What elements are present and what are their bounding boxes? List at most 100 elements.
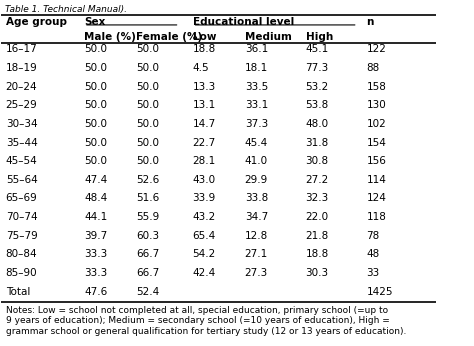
Text: 50.0: 50.0 [84,45,107,55]
Text: 45–54: 45–54 [6,156,37,166]
Text: 1425: 1425 [366,286,393,297]
Text: 37.3: 37.3 [245,119,268,129]
Text: 50.0: 50.0 [84,100,107,110]
Text: 50.0: 50.0 [136,100,159,110]
Text: 65–69: 65–69 [6,193,37,203]
Text: 28.1: 28.1 [192,156,216,166]
Text: 50.0: 50.0 [84,156,107,166]
Text: 66.7: 66.7 [136,268,159,278]
Text: 30.3: 30.3 [306,268,328,278]
Text: 50.0: 50.0 [136,119,159,129]
Text: Medium: Medium [245,32,292,42]
Text: 33.9: 33.9 [192,193,216,203]
Text: 41.0: 41.0 [245,156,268,166]
Text: 50.0: 50.0 [136,156,159,166]
Text: 31.8: 31.8 [306,138,329,148]
Text: 50.0: 50.0 [136,63,159,73]
Text: Female (%): Female (%) [136,32,202,42]
Text: 30–34: 30–34 [6,119,37,129]
Text: 66.7: 66.7 [136,249,159,259]
Text: 78: 78 [366,231,380,241]
Text: 65.4: 65.4 [192,231,216,241]
Text: n: n [366,17,374,27]
Text: 77.3: 77.3 [306,63,329,73]
Text: 118: 118 [366,212,386,222]
Text: 12.8: 12.8 [245,231,268,241]
Text: 33: 33 [366,268,380,278]
Text: 33.5: 33.5 [245,82,268,92]
Text: 85–90: 85–90 [6,268,37,278]
Text: 25–29: 25–29 [6,100,37,110]
Text: 50.0: 50.0 [84,138,107,148]
Text: 44.1: 44.1 [84,212,107,222]
Text: 21.8: 21.8 [306,231,329,241]
Text: 42.4: 42.4 [192,268,216,278]
Text: Notes: Low = school not completed at all, special education, primary school (=up: Notes: Low = school not completed at all… [6,306,406,336]
Text: 70–74: 70–74 [6,212,37,222]
Text: 50.0: 50.0 [84,82,107,92]
Text: 32.3: 32.3 [306,193,329,203]
Text: 18.1: 18.1 [245,63,268,73]
Text: 45.4: 45.4 [245,138,268,148]
Text: 48: 48 [366,249,380,259]
Text: 13.3: 13.3 [192,82,216,92]
Text: Table 1. Technical Manual).: Table 1. Technical Manual). [5,5,127,14]
Text: 158: 158 [366,82,386,92]
Text: 50.0: 50.0 [84,63,107,73]
Text: 43.0: 43.0 [192,175,216,185]
Text: Sex: Sex [84,17,105,27]
Text: 124: 124 [366,193,386,203]
Text: 27.1: 27.1 [245,249,268,259]
Text: 14.7: 14.7 [192,119,216,129]
Text: 48.4: 48.4 [84,193,107,203]
Text: 122: 122 [366,45,386,55]
Text: 50.0: 50.0 [136,45,159,55]
Text: 80–84: 80–84 [6,249,37,259]
Text: 18.8: 18.8 [192,45,216,55]
Text: 114: 114 [366,175,386,185]
Text: Total: Total [6,286,30,297]
Text: 88: 88 [366,63,380,73]
Text: 51.6: 51.6 [136,193,159,203]
Text: 47.4: 47.4 [84,175,107,185]
Text: 27.3: 27.3 [245,268,268,278]
Text: 130: 130 [366,100,386,110]
Text: 45.1: 45.1 [306,45,329,55]
Text: 60.3: 60.3 [136,231,159,241]
Text: 52.4: 52.4 [136,286,159,297]
Text: 13.1: 13.1 [192,100,216,110]
Text: 18–19: 18–19 [6,63,37,73]
Text: 22.7: 22.7 [192,138,216,148]
Text: 48.0: 48.0 [306,119,328,129]
Text: 54.2: 54.2 [192,249,216,259]
Text: 55.9: 55.9 [136,212,159,222]
Text: 53.2: 53.2 [306,82,329,92]
Text: 33.3: 33.3 [84,249,107,259]
Text: 43.2: 43.2 [192,212,216,222]
Text: 47.6: 47.6 [84,286,107,297]
Text: 30.8: 30.8 [306,156,328,166]
Text: 18.8: 18.8 [306,249,329,259]
Text: 33.3: 33.3 [84,268,107,278]
Text: 52.6: 52.6 [136,175,159,185]
Text: 156: 156 [366,156,386,166]
Text: 33.1: 33.1 [245,100,268,110]
Text: 35–44: 35–44 [6,138,37,148]
Text: 55–64: 55–64 [6,175,37,185]
Text: 34.7: 34.7 [245,212,268,222]
Text: 33.8: 33.8 [245,193,268,203]
Text: Low: Low [192,32,216,42]
Text: 75–79: 75–79 [6,231,37,241]
Text: 50.0: 50.0 [136,138,159,148]
Text: 102: 102 [366,119,386,129]
Text: Educational level: Educational level [192,17,294,27]
Text: Male (%): Male (%) [84,32,136,42]
Text: 39.7: 39.7 [84,231,107,241]
Text: 50.0: 50.0 [84,119,107,129]
Text: 36.1: 36.1 [245,45,268,55]
Text: 154: 154 [366,138,386,148]
Text: 4.5: 4.5 [192,63,209,73]
Text: 27.2: 27.2 [306,175,329,185]
Text: 16–17: 16–17 [6,45,37,55]
Text: Age group: Age group [6,17,67,27]
